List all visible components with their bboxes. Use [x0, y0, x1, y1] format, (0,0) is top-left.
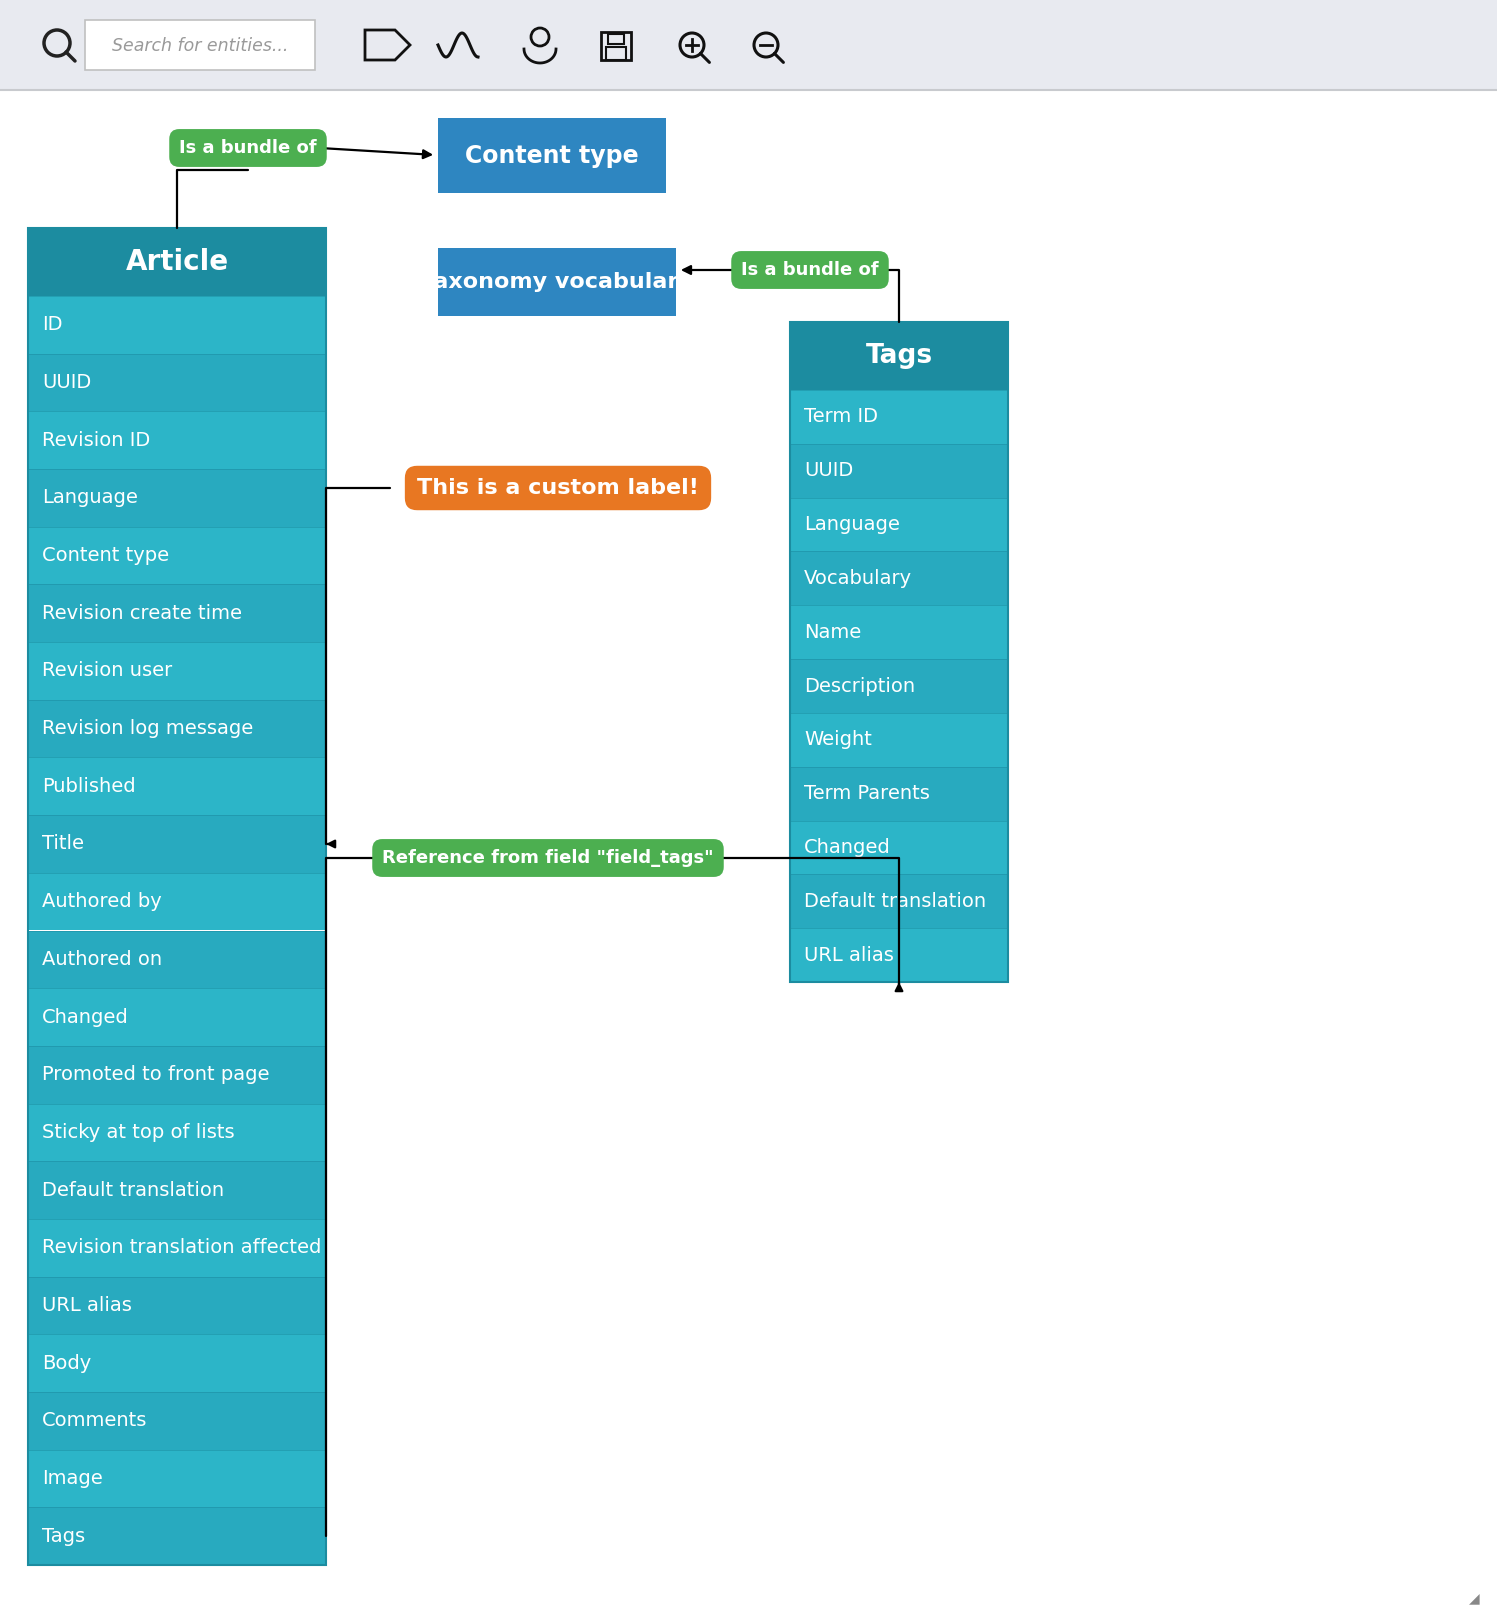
Text: Search for entities...: Search for entities...	[112, 37, 289, 55]
Text: ◢: ◢	[1470, 1591, 1481, 1604]
FancyBboxPatch shape	[28, 1334, 326, 1392]
FancyBboxPatch shape	[439, 118, 666, 193]
FancyBboxPatch shape	[28, 758, 326, 814]
Text: Reference from field "field_tags": Reference from field "field_tags"	[382, 848, 714, 868]
Text: Weight: Weight	[804, 730, 871, 750]
FancyBboxPatch shape	[28, 411, 326, 470]
FancyBboxPatch shape	[28, 228, 326, 296]
Text: Name: Name	[804, 623, 861, 641]
FancyBboxPatch shape	[28, 296, 326, 353]
FancyBboxPatch shape	[790, 928, 1007, 983]
Text: Revision user: Revision user	[42, 662, 172, 680]
Text: URL alias: URL alias	[804, 945, 894, 965]
FancyBboxPatch shape	[28, 1507, 326, 1566]
Text: This is a custom label!: This is a custom label!	[418, 478, 699, 499]
FancyBboxPatch shape	[790, 659, 1007, 712]
Text: UUID: UUID	[804, 461, 853, 481]
FancyBboxPatch shape	[28, 814, 326, 873]
Text: Vocabulary: Vocabulary	[804, 568, 912, 588]
Text: Authored by: Authored by	[42, 892, 162, 911]
Text: Content type: Content type	[466, 144, 639, 167]
Text: Promoted to front page: Promoted to front page	[42, 1065, 269, 1085]
FancyBboxPatch shape	[28, 1161, 326, 1219]
Text: Content type: Content type	[42, 546, 169, 565]
FancyBboxPatch shape	[28, 931, 326, 988]
FancyBboxPatch shape	[28, 1449, 326, 1507]
FancyBboxPatch shape	[790, 552, 1007, 606]
FancyBboxPatch shape	[28, 1277, 326, 1334]
FancyBboxPatch shape	[28, 643, 326, 699]
Text: Taxonomy vocabulary: Taxonomy vocabulary	[421, 272, 693, 291]
FancyBboxPatch shape	[790, 444, 1007, 497]
Text: Article: Article	[126, 248, 229, 275]
Text: UUID: UUID	[42, 372, 91, 392]
FancyBboxPatch shape	[85, 19, 314, 70]
Text: Language: Language	[804, 515, 900, 534]
FancyBboxPatch shape	[0, 0, 1497, 91]
FancyBboxPatch shape	[790, 767, 1007, 821]
Text: Term ID: Term ID	[804, 408, 879, 426]
Text: Image: Image	[42, 1468, 103, 1488]
Text: ID: ID	[42, 316, 63, 335]
FancyBboxPatch shape	[28, 353, 326, 411]
FancyBboxPatch shape	[28, 1219, 326, 1277]
FancyBboxPatch shape	[790, 874, 1007, 928]
Text: Revision create time: Revision create time	[42, 604, 243, 623]
Text: Published: Published	[42, 777, 136, 797]
FancyBboxPatch shape	[28, 526, 326, 584]
Text: Tags: Tags	[42, 1527, 85, 1546]
Text: Body: Body	[42, 1353, 91, 1373]
FancyBboxPatch shape	[28, 1104, 326, 1161]
Text: Revision translation affected: Revision translation affected	[42, 1239, 322, 1258]
FancyBboxPatch shape	[28, 1392, 326, 1449]
FancyBboxPatch shape	[28, 699, 326, 758]
FancyBboxPatch shape	[790, 322, 1007, 390]
Text: URL alias: URL alias	[42, 1295, 132, 1315]
Text: Tags: Tags	[865, 343, 933, 369]
Text: Title: Title	[42, 834, 84, 853]
FancyBboxPatch shape	[790, 821, 1007, 874]
Text: Description: Description	[804, 677, 915, 696]
FancyBboxPatch shape	[28, 470, 326, 526]
FancyBboxPatch shape	[790, 606, 1007, 659]
FancyBboxPatch shape	[28, 873, 326, 931]
FancyBboxPatch shape	[790, 390, 1007, 444]
Text: Authored on: Authored on	[42, 950, 162, 968]
Text: Changed: Changed	[42, 1007, 129, 1026]
FancyBboxPatch shape	[28, 584, 326, 643]
Text: Language: Language	[42, 489, 138, 507]
Text: Revision log message: Revision log message	[42, 719, 253, 738]
Text: Is a bundle of: Is a bundle of	[180, 139, 317, 157]
Text: Sticky at top of lists: Sticky at top of lists	[42, 1124, 235, 1141]
FancyBboxPatch shape	[439, 248, 677, 316]
Text: Changed: Changed	[804, 839, 891, 856]
Text: Is a bundle of: Is a bundle of	[741, 261, 879, 278]
FancyBboxPatch shape	[28, 988, 326, 1046]
FancyBboxPatch shape	[790, 712, 1007, 767]
Text: Default translation: Default translation	[804, 892, 987, 911]
FancyBboxPatch shape	[28, 1046, 326, 1104]
Text: Revision ID: Revision ID	[42, 431, 150, 450]
Text: Default translation: Default translation	[42, 1180, 225, 1200]
Text: Comments: Comments	[42, 1412, 147, 1430]
Text: Term Parents: Term Parents	[804, 784, 930, 803]
FancyBboxPatch shape	[790, 497, 1007, 552]
